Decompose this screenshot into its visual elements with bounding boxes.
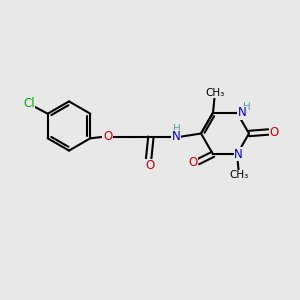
Text: H: H (172, 124, 180, 134)
Text: O: O (145, 159, 154, 172)
Text: O: O (103, 130, 112, 143)
Text: O: O (189, 157, 198, 169)
Text: CH₃: CH₃ (205, 88, 224, 98)
Text: H: H (243, 102, 250, 112)
Text: N: N (238, 106, 247, 119)
Text: N: N (234, 148, 243, 161)
Text: N: N (172, 130, 181, 143)
Text: Cl: Cl (23, 97, 34, 110)
Text: CH₃: CH₃ (229, 170, 248, 180)
Text: O: O (269, 125, 278, 139)
